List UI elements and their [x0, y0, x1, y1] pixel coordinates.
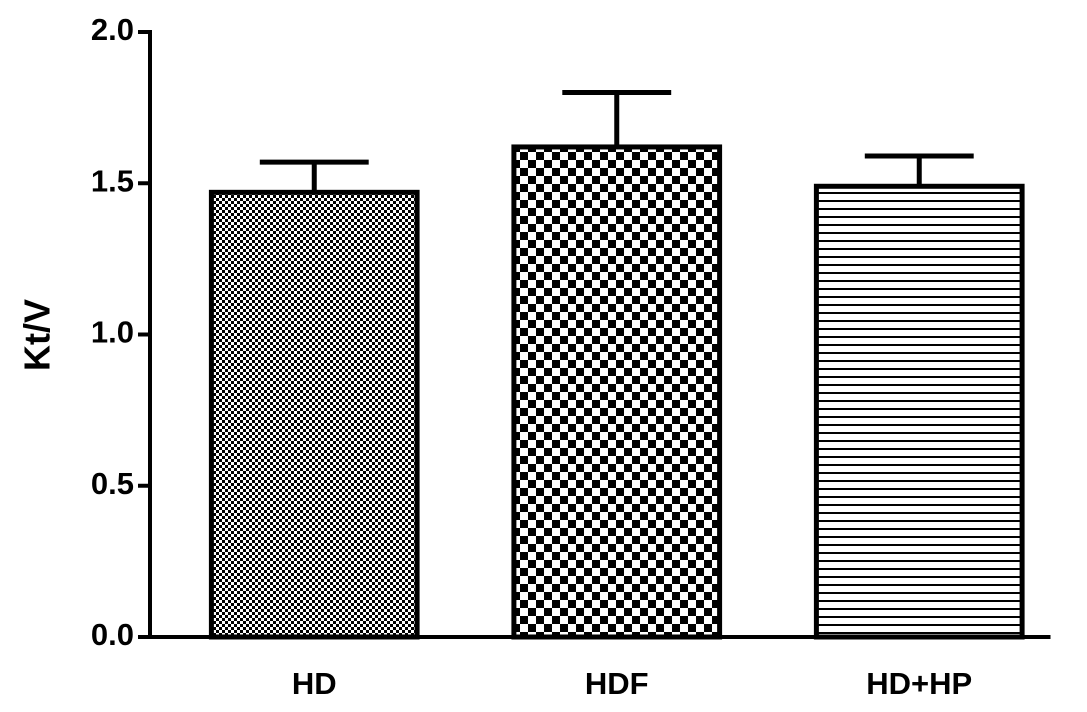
y-tick-label: 2.0 — [91, 12, 134, 47]
y-axis-label: Kt/V — [17, 299, 58, 371]
x-tick-label: HDF — [585, 666, 649, 701]
y-tick-label: 0.5 — [91, 466, 134, 501]
x-tick-label: HD — [292, 666, 337, 701]
y-tick-label: 1.5 — [91, 163, 134, 198]
y-tick-label: 0.0 — [91, 617, 134, 652]
bar — [511, 144, 723, 640]
bar — [813, 183, 1025, 640]
y-tick-label: 1.0 — [91, 315, 134, 350]
bar — [208, 189, 420, 640]
x-tick-label: HD+HP — [866, 666, 972, 701]
